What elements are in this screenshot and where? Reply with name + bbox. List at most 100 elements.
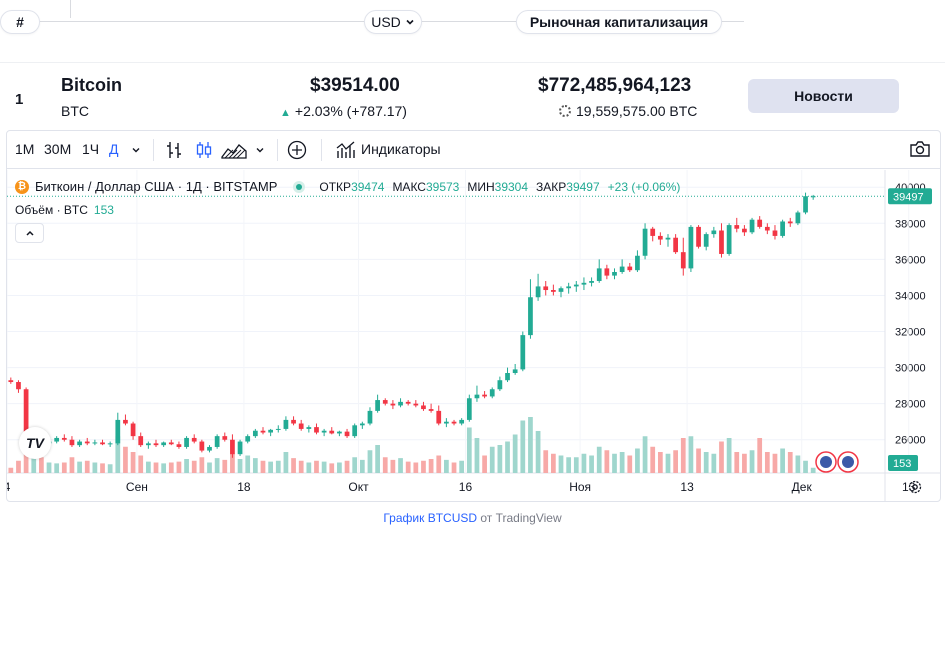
volume-bar <box>535 431 541 473</box>
candle-body <box>657 235 663 240</box>
price-chart[interactable]: 4000038000360003400032000300002800026000… <box>7 170 940 502</box>
candle-body <box>321 430 327 433</box>
y-tick-label: 30000 <box>895 363 926 375</box>
candle-body <box>566 286 572 289</box>
last-volume-label: 153 <box>893 458 911 470</box>
volume-bar <box>489 446 495 473</box>
volume-bar <box>726 438 732 473</box>
collapse-legend-button[interactable] <box>15 223 44 243</box>
candle-body <box>742 228 747 233</box>
currency-select[interactable]: USD <box>364 10 422 34</box>
indicators-icon[interactable] <box>336 140 356 160</box>
volume-bar <box>268 461 274 473</box>
volume-bar <box>482 455 487 473</box>
coin-price: $39514.00 <box>310 75 400 96</box>
volume-bar <box>581 453 587 473</box>
candle-body <box>696 226 701 247</box>
candle-body <box>359 423 365 426</box>
indicators-button[interactable]: Индикаторы <box>361 141 441 157</box>
attribution-link[interactable]: График BTCUSD <box>383 511 478 525</box>
header-line <box>40 21 364 22</box>
open-label: ОТКР <box>319 179 352 194</box>
candle-body <box>512 369 518 374</box>
area-chart-icon[interactable] <box>221 141 247 159</box>
camera-icon[interactable] <box>909 139 931 159</box>
chevron-down-icon[interactable] <box>131 145 141 155</box>
last-price-tag <box>888 188 932 205</box>
market-cap-column-header[interactable]: Рыночная капитализация <box>516 10 722 34</box>
candle-body <box>252 430 258 437</box>
coin-name[interactable]: Bitcoin <box>61 75 122 95</box>
rank-column-header[interactable]: # <box>0 10 40 34</box>
last-price-label: 39497 <box>893 191 924 203</box>
volume-bar <box>550 453 556 473</box>
volume-bar <box>222 459 228 473</box>
candle-body <box>130 423 136 437</box>
volume-bar <box>803 460 808 473</box>
x-tick-label: 16 <box>459 480 473 494</box>
x-tick-label: Ноя <box>569 480 591 494</box>
coin-row[interactable]: 1 Bitcoin BTC $39514.00 ▲ +2.03% (+787.17… <box>0 62 945 130</box>
volume-bar <box>711 453 717 473</box>
candle-body <box>436 410 442 424</box>
volume-bar <box>719 441 724 473</box>
candle-body <box>145 443 151 446</box>
volume-bar <box>382 457 388 473</box>
volume-bar <box>352 457 358 473</box>
volume-bar <box>130 452 136 473</box>
volume-bar <box>696 448 701 473</box>
candle-body <box>153 443 159 446</box>
settings-icon[interactable] <box>907 479 923 495</box>
tradingview-logo[interactable]: TV <box>19 427 51 459</box>
candle-body <box>581 282 587 285</box>
volume-bar <box>245 455 251 473</box>
chart-attribution: График BTCUSD от TradingView <box>383 511 562 525</box>
candle-body <box>23 389 29 440</box>
candle-body <box>298 423 304 429</box>
price-change-value: +2.03% (+787.17) <box>294 103 407 119</box>
volume-bar <box>635 448 640 473</box>
candle-body <box>268 429 274 433</box>
candle-body <box>757 219 763 227</box>
candle-body <box>382 400 388 404</box>
price-change: ▲ +2.03% (+787.17) <box>280 103 407 119</box>
candle-body <box>199 441 205 451</box>
bars-chart-icon[interactable] <box>165 140 183 160</box>
candle-body <box>115 419 121 444</box>
header-line <box>422 21 516 22</box>
volume-bar <box>367 450 373 473</box>
volume-bar <box>757 438 763 473</box>
candle-body <box>444 421 449 424</box>
candle-body <box>635 255 640 271</box>
timeframe-1h[interactable]: 1Ч <box>82 141 100 157</box>
volume-bar <box>749 450 755 473</box>
chevron-down-icon <box>406 19 414 25</box>
volume-bar <box>619 452 625 473</box>
y-tick-label: 32000 <box>895 327 926 339</box>
symbol-title[interactable]: Биткоин / Доллар США · 1Д · BITSTAMP <box>35 179 278 194</box>
candle-body <box>237 441 243 455</box>
candle-body <box>367 410 373 424</box>
volume-bar <box>61 462 67 473</box>
news-button[interactable]: Новости <box>748 79 899 113</box>
timeframe-d[interactable]: Д <box>109 141 119 157</box>
volume-bar <box>573 457 579 473</box>
candle-body <box>275 428 281 430</box>
chart-widget[interactable]: 1M 30M 1Ч Д Индикаторы 40000 38000 36000 34… <box>6 130 941 502</box>
volume-bar <box>275 460 281 473</box>
chevron-up-icon <box>25 230 34 236</box>
volume-bar <box>199 457 205 473</box>
timeframe-1m[interactable]: 1M <box>15 141 35 157</box>
volume-bar <box>703 452 709 473</box>
chevron-down-icon[interactable] <box>255 145 265 155</box>
volume-bar <box>795 455 801 473</box>
volume-bar <box>191 460 197 473</box>
volume-bar <box>39 457 44 473</box>
candle-body <box>711 230 717 235</box>
compare-add-icon[interactable] <box>287 140 307 160</box>
candles-chart-icon[interactable] <box>195 140 213 160</box>
timeframe-30m[interactable]: 30M <box>44 141 72 157</box>
toolbar-divider <box>153 139 154 161</box>
candle-body <box>107 443 113 445</box>
volume-bar <box>283 452 289 473</box>
